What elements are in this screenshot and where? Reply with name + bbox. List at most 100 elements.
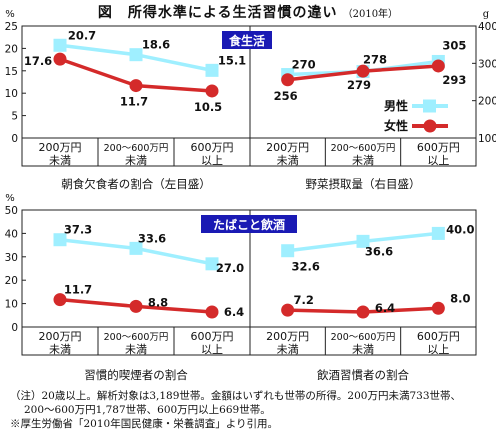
data-point-female <box>281 73 295 87</box>
data-label: 33.6 <box>138 231 166 245</box>
data-point-female <box>53 52 67 66</box>
data-label: 11.7 <box>120 95 148 109</box>
y-axis-unit: g <box>483 9 490 20</box>
x-tick-label: 未満 <box>125 343 147 356</box>
chart-canvas: 200万円未満200～600万円未満600万円以上200万円未満200～600万… <box>5 9 496 382</box>
data-point-male <box>281 244 295 258</box>
data-label: 8.0 <box>450 291 470 305</box>
data-label: 37.3 <box>64 223 92 237</box>
data-label: 32.6 <box>291 260 319 274</box>
x-tick-label: 未満 <box>277 343 299 356</box>
x-tick-label: 600万円 <box>417 141 460 154</box>
data-point-male <box>53 38 67 52</box>
x-tick-label: 600万円 <box>417 330 460 343</box>
x-tick-label: 未満 <box>49 154 71 167</box>
y-tick-label: 400 <box>478 21 496 33</box>
x-tick-label: 未満 <box>277 154 299 167</box>
plot-frame <box>21 25 477 167</box>
data-point-male <box>205 257 219 271</box>
data-point-female <box>431 301 445 315</box>
group-badge-label: たばこと飲酒 <box>213 217 285 232</box>
legend-marker-female <box>423 119 437 133</box>
data-label: 7.2 <box>293 293 313 307</box>
x-axis-label: 習慣的喫煙者の割合 <box>84 368 188 382</box>
data-label: 36.6 <box>365 244 393 258</box>
x-tick-label: 以上 <box>427 154 449 167</box>
data-label: 305 <box>442 38 466 52</box>
data-label: 15.1 <box>218 53 246 67</box>
x-tick-label: 200万円 <box>266 330 309 343</box>
data-point-female <box>431 59 445 73</box>
data-label: 27.0 <box>216 261 244 275</box>
y-tick-label: 50 <box>5 205 18 217</box>
data-label: 8.8 <box>148 295 168 309</box>
data-label: 256 <box>274 89 298 103</box>
chart-title: 図 所得水準による生活習慣の違い （2010年） <box>0 2 496 22</box>
data-label: 11.7 <box>64 283 92 297</box>
plot-frame <box>21 209 477 356</box>
x-tick-label: 200～600万円 <box>104 143 169 154</box>
y-tick-label: 100 <box>478 133 496 145</box>
chart-title-year: （2010年） <box>342 9 399 20</box>
data-label: 20.7 <box>68 28 96 42</box>
x-tick-label: 未満 <box>125 154 147 167</box>
data-label: 6.4 <box>375 301 395 315</box>
y-tick-label: 5 <box>11 111 18 123</box>
group-badge-label: 食生活 <box>228 33 265 48</box>
data-label: 40.0 <box>446 222 474 236</box>
x-tick-label: 600万円 <box>191 330 234 343</box>
data-label: 279 <box>347 78 371 92</box>
y-tick-label: 15 <box>5 66 18 78</box>
x-tick-label: 200～600万円 <box>104 332 169 343</box>
data-point-female <box>53 293 67 307</box>
x-tick-label: 未満 <box>49 343 71 356</box>
x-axis-label: 野菜摂取量（右目盛） <box>306 177 421 191</box>
data-point-female <box>205 305 219 319</box>
x-tick-label: 200万円 <box>266 141 309 154</box>
data-point-male <box>205 63 219 77</box>
data-label: 18.6 <box>142 38 170 52</box>
data-point-female <box>205 84 219 98</box>
data-label: 6.4 <box>224 305 244 319</box>
y-tick-label: 10 <box>5 88 18 100</box>
y-axis-unit: % <box>5 193 15 204</box>
y-axis-unit: % <box>5 9 15 20</box>
y-tick-label: 40 <box>5 228 18 240</box>
data-label: 17.6 <box>24 54 52 68</box>
legend-marker-male <box>423 99 436 113</box>
data-point-female <box>356 305 370 319</box>
data-label: 270 <box>292 58 316 72</box>
data-point-female <box>129 79 143 93</box>
x-tick-label: 未満 <box>352 154 374 167</box>
x-axis-label: 朝食欠食者の割合（左目盛） <box>61 177 211 191</box>
y-tick-label: 200 <box>478 96 496 108</box>
x-tick-label: 以上 <box>427 343 449 356</box>
data-point-female <box>129 299 143 313</box>
y-tick-label: 20 <box>5 43 18 55</box>
footnote-line: 200～600万円1,787世帯、600万円以上669世帯。 <box>24 404 271 416</box>
group-badge <box>222 31 272 49</box>
y-tick-label: 10 <box>5 299 18 311</box>
legend-label-female: 女性 <box>384 118 408 133</box>
y-tick-label: 20 <box>5 275 18 287</box>
data-point-female <box>281 303 295 317</box>
y-tick-label: 0 <box>11 133 18 145</box>
data-label: 10.5 <box>194 100 222 114</box>
data-point-male <box>356 234 370 248</box>
x-axis-label: 飲酒習慣者の割合 <box>317 368 409 382</box>
data-point-male <box>431 226 445 240</box>
y-tick-label: 30 <box>5 252 18 264</box>
x-tick-label: 200万円 <box>39 141 82 154</box>
data-point-male <box>53 233 67 247</box>
chart-title-main: 図 所得水準による生活習慣の違い <box>97 5 338 21</box>
x-tick-label: 200～600万円 <box>331 143 396 154</box>
x-tick-label: 以上 <box>201 343 223 356</box>
x-tick-label: 600万円 <box>191 141 234 154</box>
data-label: 293 <box>442 73 466 87</box>
footnote-line: ※厚生労働省「2010年国民健康・栄養調査」より引用。 <box>10 418 279 430</box>
y-tick-label: 300 <box>478 58 496 70</box>
footnotes: （注）20歳以上。解析対象は3,189世帯。金額はいずれも世帯の所得。200万円… <box>10 389 490 431</box>
x-tick-label: 未満 <box>352 343 374 356</box>
group-badge <box>201 215 297 233</box>
data-point-male <box>129 48 143 62</box>
